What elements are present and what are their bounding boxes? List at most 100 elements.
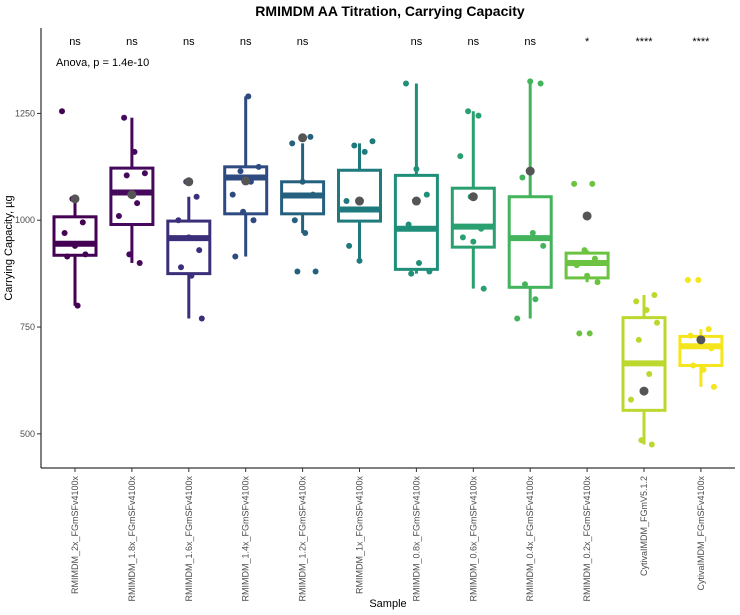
significance-label: ns	[411, 36, 423, 48]
data-point	[514, 315, 521, 322]
data-point	[532, 296, 539, 303]
mean-point	[582, 211, 592, 221]
data-point	[178, 264, 184, 271]
data-point	[64, 253, 71, 260]
data-point	[79, 219, 86, 226]
data-point	[643, 306, 650, 313]
data-point	[700, 366, 707, 373]
data-point	[519, 174, 526, 181]
mean-point	[411, 196, 421, 206]
boxplot-1	[52, 108, 98, 309]
x-tick-label: RMIMDM_1.8x_FGmSFv4100x	[127, 476, 137, 602]
data-point	[134, 200, 141, 207]
data-point	[240, 208, 247, 215]
boxplot-4	[223, 93, 269, 260]
data-point	[687, 332, 694, 339]
data-point	[196, 247, 203, 254]
mean-point	[184, 177, 194, 187]
data-point	[193, 193, 200, 200]
data-point	[131, 148, 138, 155]
data-point	[175, 217, 182, 224]
data-point	[457, 153, 464, 160]
data-point	[82, 251, 89, 258]
data-point	[289, 140, 296, 147]
data-point	[522, 281, 528, 288]
data-point	[480, 285, 487, 292]
y-axis: 500 750 1000 1250	[15, 108, 41, 439]
data-point	[361, 148, 368, 155]
significance-label: ns	[126, 36, 138, 48]
significance-label: ns	[240, 36, 252, 48]
boxplot-11	[621, 291, 667, 448]
x-tick-label: CytivaIMDM_FGmV5.1.2	[639, 476, 649, 576]
data-point	[72, 242, 78, 249]
x-tick-label: RMIMDM_1.4x_FGmSFv4100x	[241, 476, 251, 602]
y-tick-label: 500	[20, 429, 35, 439]
x-tick-label: RMIMDM_1.2x_FGmSFv4100x	[298, 476, 308, 602]
data-point	[123, 172, 130, 179]
boxplot-2	[109, 114, 155, 266]
mean-point	[639, 386, 649, 396]
data-point	[571, 180, 578, 187]
data-point	[594, 279, 601, 286]
box	[166, 219, 212, 276]
boxplot-5	[280, 133, 326, 275]
data-point	[635, 336, 642, 343]
data-point	[529, 230, 536, 237]
data-point	[654, 319, 660, 326]
data-point	[413, 165, 420, 172]
data-point	[198, 315, 205, 322]
data-point	[364, 206, 371, 213]
data-point	[581, 247, 588, 254]
data-point	[708, 345, 715, 352]
boxplot-7	[393, 80, 439, 277]
data-point	[351, 142, 358, 149]
x-tick-label: RMIMDM_0.2x_FGmSFv4100x	[582, 476, 592, 602]
data-point	[312, 268, 319, 275]
data-point	[188, 272, 195, 279]
x-tick-label: RMIMDM_1x_FGmSFv4100x	[355, 476, 365, 595]
data-point	[185, 234, 192, 241]
boxplot-9	[507, 78, 553, 322]
data-point	[591, 255, 598, 262]
data-point	[416, 259, 422, 266]
data-point	[294, 268, 301, 275]
x-axis: RMIMDM_2x_FGmSFv4100x RMIMDM_1.8x_FGmSFv4…	[70, 468, 706, 602]
data-point	[346, 242, 353, 249]
data-point	[255, 163, 262, 170]
data-point	[684, 277, 691, 284]
mean-point	[127, 190, 137, 200]
x-tick-label: RMIMDM_2x_FGmSFv4100x	[70, 476, 80, 595]
data-point	[710, 383, 717, 390]
data-point	[633, 298, 640, 305]
data-point	[353, 206, 360, 213]
mean-point	[468, 192, 478, 202]
y-axis-title: Carrying Capacity, µg	[3, 195, 15, 300]
data-point	[584, 272, 591, 279]
data-point	[540, 242, 547, 249]
box	[507, 195, 553, 289]
data-point	[307, 133, 314, 140]
box	[337, 168, 382, 223]
data-point	[343, 198, 350, 205]
significance-label: ns	[183, 36, 195, 48]
data-point	[126, 251, 133, 258]
data-point	[405, 221, 412, 228]
data-point	[705, 326, 712, 333]
data-point	[537, 80, 544, 87]
significance-label: ns	[69, 36, 81, 48]
data-point	[576, 330, 583, 337]
data-point	[651, 291, 658, 298]
mean-point	[355, 196, 364, 206]
mean-point	[70, 194, 80, 204]
data-point	[299, 178, 306, 185]
y-tick-label: 1250	[15, 108, 35, 118]
box	[223, 165, 269, 216]
data-point	[478, 225, 485, 232]
data-point	[74, 302, 81, 309]
data-point	[695, 277, 702, 284]
x-tick-label: RMIMDM_1.6x_FGmSFv4100x	[184, 476, 194, 602]
data-point	[459, 234, 466, 241]
data-point	[648, 441, 655, 448]
